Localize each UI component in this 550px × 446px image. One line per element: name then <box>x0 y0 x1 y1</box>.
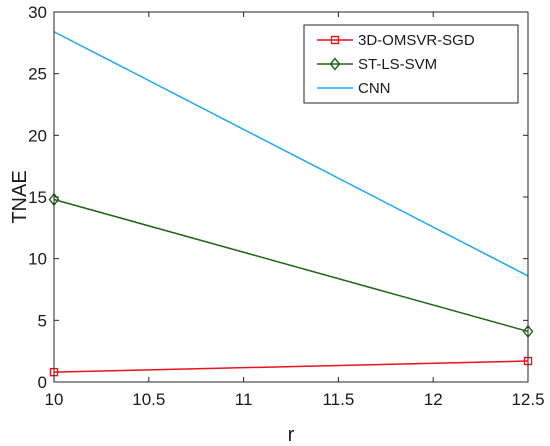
x-tick-label: 12.5 <box>511 390 544 409</box>
y-tick-label: 10 <box>28 250 47 269</box>
y-axis: 0 5 10 15 20 25 30 <box>28 3 528 392</box>
x-tick-label: 11 <box>235 390 253 409</box>
x-tick-label: 12 <box>424 390 443 409</box>
legend-marker-st-ls-svm <box>329 57 341 71</box>
y-tick-label: 5 <box>38 311 47 330</box>
x-tick-label: 10.5 <box>132 390 165 409</box>
y-tick-label: 15 <box>28 188 47 207</box>
legend-marker-3d-omsvr-sgd <box>330 35 340 45</box>
y-tick-label: 0 <box>38 373 47 392</box>
legend-label-st-ls-svm: ST-LS-SVM <box>358 56 437 73</box>
y-axis-label: TNAE <box>9 170 31 223</box>
x-axis-label: r <box>288 424 295 446</box>
legend-label-3d-omsvr-sgd: 3D-OMSVR-SGD <box>358 32 475 49</box>
x-axis: 10 10.5 11 11.5 12 12.5 <box>45 12 545 409</box>
legend-label-cnn: CNN <box>358 80 391 97</box>
series-line-cnn <box>53 31 529 277</box>
x-tick-label: 10 <box>45 390 64 409</box>
series-line-3d-omsvr-sgd <box>53 360 529 373</box>
series-line-st-ls-svm <box>53 198 529 333</box>
x-tick-label: 11.5 <box>322 390 354 409</box>
legend: 3D-OMSVR-SGD ST-LS-SVM CNN <box>303 24 519 104</box>
y-tick-label: 30 <box>28 3 47 22</box>
legend-items: 3D-OMSVR-SGD ST-LS-SVM CNN <box>317 32 475 97</box>
y-tick-label: 20 <box>28 126 47 145</box>
y-tick-label: 25 <box>28 65 47 84</box>
